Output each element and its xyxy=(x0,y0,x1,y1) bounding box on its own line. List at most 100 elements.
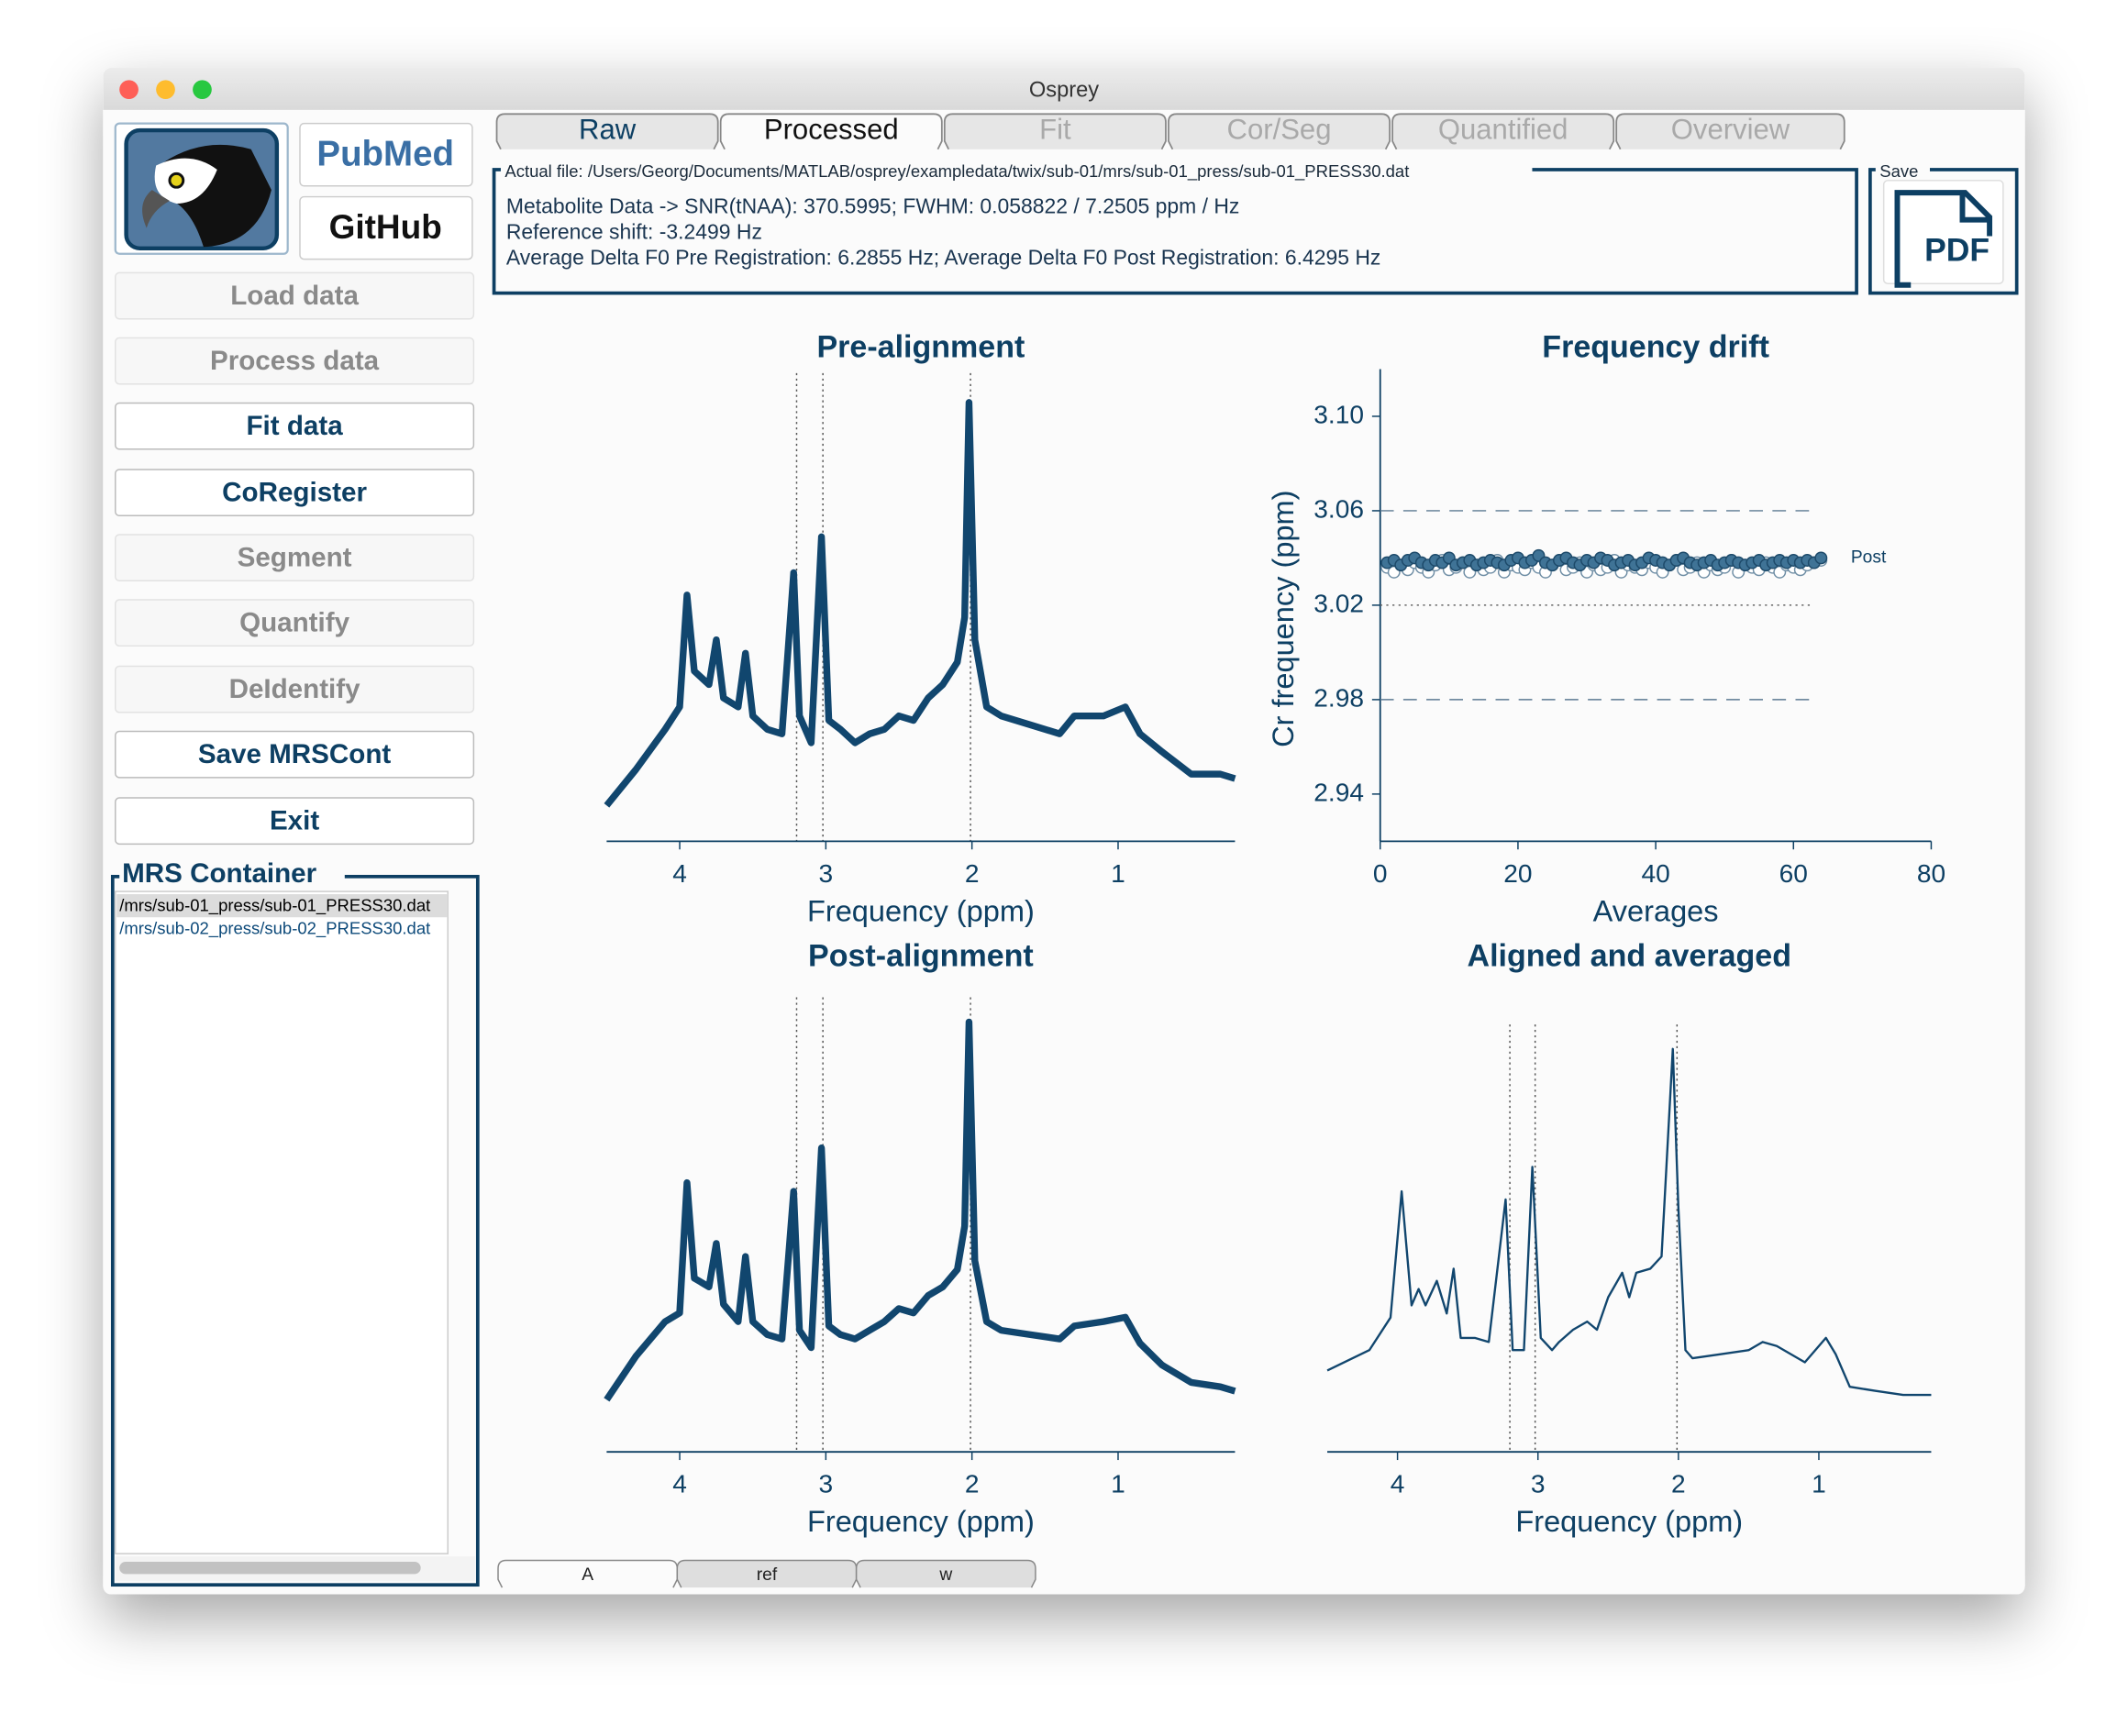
x-tick-label: 3 xyxy=(1531,1470,1546,1498)
sidebar-button[interactable] xyxy=(115,665,475,713)
github-label: GitHub xyxy=(329,208,442,246)
tab[interactable] xyxy=(719,113,943,150)
x-tick-label: 3 xyxy=(819,1470,834,1498)
x-tick-label: 0 xyxy=(1373,859,1388,888)
save-panel-label: Save xyxy=(1879,161,1918,181)
button-label: Fit data xyxy=(246,411,343,441)
spectrum xyxy=(604,399,1236,808)
x-tick-label: 3 xyxy=(819,859,834,888)
scrollbar-thumb[interactable] xyxy=(119,1562,421,1575)
chart-title: Frequency drift xyxy=(1542,329,1769,364)
selected-row xyxy=(116,894,449,918)
tab[interactable] xyxy=(495,113,719,150)
pubmed-label: PubMed xyxy=(316,134,454,173)
x-tick-label: 2 xyxy=(965,1470,980,1498)
tab[interactable] xyxy=(1615,113,1845,150)
button-label: Load data xyxy=(230,281,359,311)
tab-label: Processed xyxy=(764,114,899,146)
sidebar-button[interactable] xyxy=(115,469,475,517)
y-tick-label: 2.98 xyxy=(1313,683,1364,712)
sidebar-button[interactable] xyxy=(115,534,475,582)
pubmed-button[interactable] xyxy=(299,122,473,187)
y-tick-label: 3.06 xyxy=(1313,494,1364,523)
container-item[interactable]: /mrs/sub-01_press/sub-01_PRESS30.dat xyxy=(119,895,430,915)
minimize-button[interactable] xyxy=(156,80,175,100)
x-tick-label: 60 xyxy=(1779,859,1808,888)
info-panel-label: Actual file: /Users/Georg/Documents/MATL… xyxy=(504,161,1409,182)
x-tick-label: 1 xyxy=(1111,859,1125,888)
window xyxy=(103,68,2025,1595)
x-tick-label: 4 xyxy=(672,859,687,888)
data-point xyxy=(1814,551,1828,565)
sidebar-button[interactable] xyxy=(115,402,475,450)
x-tick-label: 2 xyxy=(965,859,980,888)
info-line: Average Delta F0 Pre Registration: 6.285… xyxy=(506,246,1380,270)
sidebar-button[interactable] xyxy=(115,337,475,385)
save-panel xyxy=(1868,168,2019,295)
subtab-label: ref xyxy=(757,1565,778,1585)
container-label-backdrop xyxy=(119,860,345,888)
logo-bird-face xyxy=(154,158,217,204)
github-button[interactable] xyxy=(299,195,473,260)
x-axis-label: Averages xyxy=(1593,894,1719,927)
tab[interactable] xyxy=(1391,113,1615,150)
pdf-button[interactable]: PDF xyxy=(1882,180,2004,288)
tab-label: Overview xyxy=(1671,114,1790,146)
pdf-icon-fold xyxy=(1959,193,1990,223)
title-bar xyxy=(103,68,2025,110)
container-list xyxy=(115,890,449,1554)
y-tick-label: 3.02 xyxy=(1313,589,1364,617)
x-tick-label: 80 xyxy=(1917,859,1945,888)
subtab[interactable] xyxy=(855,1559,1036,1588)
container-item[interactable]: /mrs/sub-02_press/sub-02_PRESS30.dat xyxy=(119,918,430,938)
tab[interactable] xyxy=(943,113,1167,150)
close-button[interactable] xyxy=(119,80,139,100)
x-axis-label: Frequency (ppm) xyxy=(807,1505,1035,1538)
zoom-button[interactable] xyxy=(193,80,212,100)
info-label-backdrop xyxy=(500,161,1533,181)
y-axis-label: Cr frequency (ppm) xyxy=(1267,491,1300,747)
chart-title: Post-alignment xyxy=(808,939,1034,974)
chart-title: Pre-alignment xyxy=(816,329,1025,364)
x-tick-label: 1 xyxy=(1111,1470,1125,1498)
sidebar-button[interactable] xyxy=(115,271,475,320)
info-line: Reference shift: -3.2499 Hz xyxy=(506,220,762,244)
x-tick-label: 2 xyxy=(1671,1470,1686,1498)
chart-title: Aligned and averaged xyxy=(1468,939,1791,974)
sidebar-button[interactable] xyxy=(115,599,475,647)
logo-bird-beak xyxy=(142,190,170,228)
window-title: Osprey xyxy=(1029,78,1099,102)
tab[interactable] xyxy=(1168,113,1391,150)
button-label: Segment xyxy=(238,542,352,572)
button-label: Quantify xyxy=(239,607,350,637)
pdf-label: PDF xyxy=(1924,232,1989,269)
y-tick-label: 3.10 xyxy=(1313,400,1364,428)
button-label: DeIdentify xyxy=(229,674,361,704)
x-tick-label: 4 xyxy=(672,1470,687,1498)
sidebar-button[interactable] xyxy=(115,730,475,779)
x-tick-label: 1 xyxy=(1812,1470,1826,1498)
logo-bird-eye xyxy=(168,171,185,189)
button-label: CoRegister xyxy=(222,477,367,507)
tab-label: Raw xyxy=(579,114,637,146)
pdf-button-frame xyxy=(1882,180,2004,284)
osprey-logo[interactable] xyxy=(114,122,289,255)
x-tick-label: 4 xyxy=(1391,1470,1405,1498)
save-label-backdrop xyxy=(1875,161,1930,181)
spectrum xyxy=(604,1018,1236,1402)
subtab-label: w xyxy=(938,1565,952,1585)
subtab-label: A xyxy=(582,1565,593,1585)
button-label: Process data xyxy=(210,346,380,376)
x-tick-label: 20 xyxy=(1503,859,1532,888)
container-label: MRS Container xyxy=(122,858,316,889)
tab-label: Quantified xyxy=(1438,114,1568,146)
spectrum xyxy=(1326,1047,1932,1397)
tab-label: Cor/Seg xyxy=(1227,114,1332,146)
sidebar-button[interactable] xyxy=(115,797,475,846)
tab-label: Fit xyxy=(1039,114,1071,146)
series-label: Post xyxy=(1851,548,1887,568)
y-tick-label: 2.94 xyxy=(1313,778,1364,806)
x-tick-label: 40 xyxy=(1641,859,1669,888)
